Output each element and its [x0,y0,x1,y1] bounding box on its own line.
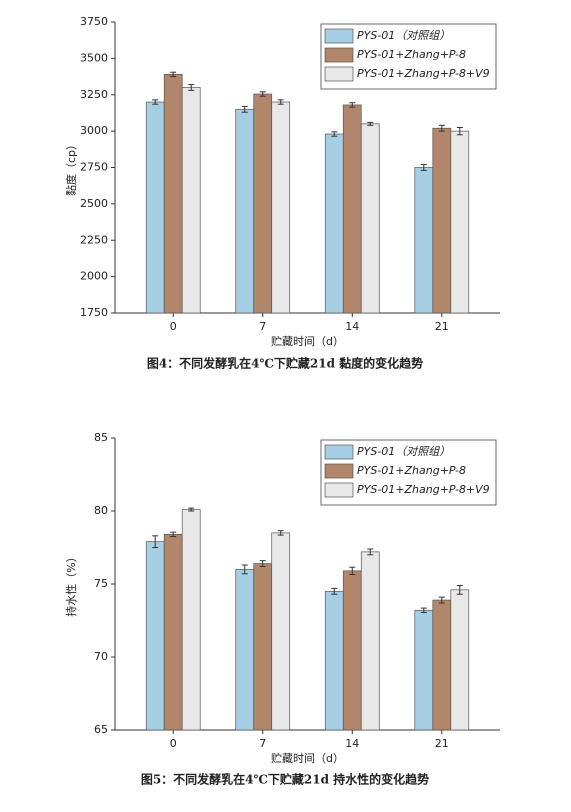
x-tick-label: 21 [435,320,449,333]
x-tick-label: 7 [259,737,266,750]
error-bar [456,584,463,595]
bar [145,101,165,314]
bar [324,590,344,731]
bar [163,74,183,314]
y-tick-label: 1750 [80,306,108,319]
chart-title: 图4：不同发酵乳在4℃下贮藏21d 黏度的变化趋势 [147,356,423,371]
x-axis-label: 贮藏时间（d） [271,335,344,348]
legend-swatch [324,463,354,479]
chart-title: 图5：不同发酵乳在4℃下贮藏21d 持水性的变化趋势 [141,772,429,787]
legend-swatch [324,482,354,498]
bar [432,127,452,314]
y-tick-label: 3750 [80,15,108,28]
x-tick-label: 14 [345,320,359,333]
bar [235,108,255,314]
error-bar [241,105,248,113]
error-bar [456,126,463,136]
error-bar [152,99,159,105]
error-bar [170,71,177,78]
legend-swatch [324,28,354,44]
error-bar [438,124,445,132]
error-bar [241,564,248,575]
bar [163,534,183,731]
legend-swatch [324,66,354,82]
error-bar [367,548,374,556]
error-bar [367,121,374,126]
y-tick-label: 75 [94,577,108,590]
y-tick-label: 85 [94,431,108,444]
bar [360,551,380,731]
x-axis-label: 贮藏时间（d） [271,752,344,765]
x-tick-label: 0 [170,320,177,333]
bar [271,532,291,731]
bar [414,609,434,731]
error-bar [331,587,338,595]
legend-label: PYS-01+Zhang+P-8 [357,464,466,477]
bar [253,563,273,731]
y-tick-label: 2500 [80,197,108,210]
chart: 65 70 75 80 85 0 7 14 21 贮藏时间（d） 持水性（%） 图5：不同发酵乳在4℃… [64,431,500,787]
bar [253,93,273,314]
error-bar [438,596,445,604]
bar [450,130,470,314]
y-tick-label: 3500 [80,51,108,64]
error-bar [170,531,177,538]
bar [414,167,434,314]
x-tick-label: 21 [435,737,449,750]
y-tick-label: 2750 [80,161,108,174]
bar [324,133,344,314]
error-bar [277,530,284,536]
error-bar [259,560,266,567]
error-bar [188,507,195,512]
y-tick-label: 70 [94,650,108,663]
legend-swatch [324,444,354,460]
legend-label: PYS-01（对照组） [357,29,450,42]
legend-label: PYS-01（对照组） [357,445,450,458]
bar [145,541,165,731]
legend-swatch [324,47,354,63]
error-bar [331,131,338,137]
error-bar [152,535,159,548]
y-axis-label: 持水性（%） [64,551,78,616]
bar [181,509,201,731]
bar [342,570,362,731]
chart: 1750 2000 2250 2500 2750 3000 3250 3500 3750 0 7 14… [64,15,500,371]
bar [360,123,380,314]
legend-label: PYS-01+Zhang+P-8+V9 [357,67,490,80]
error-bar [420,607,427,613]
legend: PYS-01（对照组） PYS-01+Zhang+P-8 PYS-01+Zhang+… [320,439,497,506]
x-tick-label: 14 [345,737,359,750]
y-tick-label: 2250 [80,233,108,246]
y-tick-label: 3250 [80,88,108,101]
bar [271,101,291,314]
error-bar [349,566,356,576]
error-bar [259,91,266,97]
bar [181,87,201,314]
legend-label: PYS-01+Zhang+P-8+V9 [357,483,490,496]
legend: PYS-01（对照组） PYS-01+Zhang+P-8 PYS-01+Zhang+… [320,23,497,90]
y-tick-label: 3000 [80,124,108,137]
y-axis-label: 黏度（cp） [64,139,78,196]
x-tick-label: 0 [170,737,177,750]
error-bar [349,102,356,108]
bar [432,599,452,731]
legend-label: PYS-01+Zhang+P-8 [357,48,466,61]
y-tick-label: 65 [94,723,108,736]
y-tick-label: 80 [94,504,108,517]
error-bar [420,164,427,171]
x-tick-label: 7 [259,320,266,333]
error-bar [188,84,195,91]
y-tick-label: 2000 [80,270,108,283]
bar [342,104,362,314]
error-bar [277,99,284,105]
bar [450,589,470,731]
bar [235,569,255,731]
